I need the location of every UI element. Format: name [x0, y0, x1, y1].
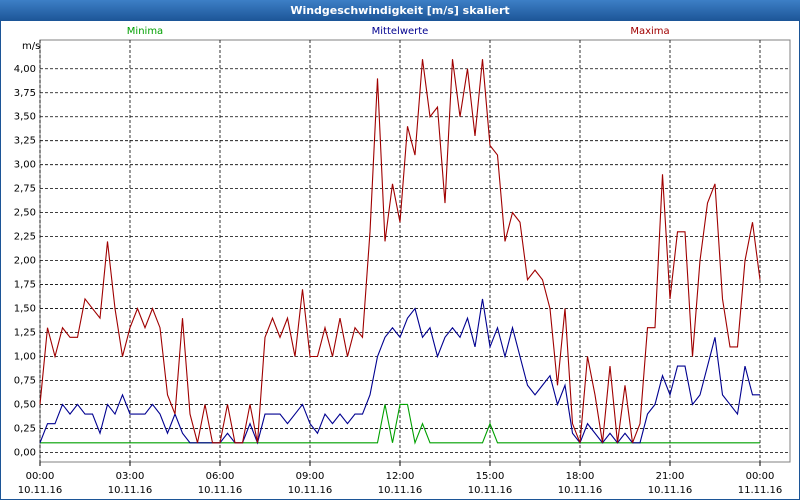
- y-tick-label: 0,25: [14, 423, 36, 434]
- y-tick-label: 2,25: [14, 232, 36, 243]
- y-tick-label: 2,00: [14, 256, 36, 267]
- y-tick-label: 1,25: [14, 328, 36, 339]
- y-tick-label: 0,00: [14, 447, 36, 458]
- x-tick-label: 12:00 10.11.16: [378, 471, 423, 496]
- plot: [39, 59, 761, 445]
- x-tick-label: 21:00 10.11.16: [648, 471, 693, 496]
- x-tick-label: 00:00 10.11.16: [18, 471, 63, 496]
- y-tick-label: 3,25: [14, 136, 36, 147]
- series-line: [39, 59, 761, 444]
- grid: [39, 39, 791, 466]
- x-tick-label: 03:00 10.11.16: [108, 471, 153, 496]
- legend-entry: Minima: [127, 26, 163, 37]
- legend-entry: Maxima: [630, 26, 669, 37]
- x-tick-label: 18:00 10.11.16: [558, 471, 603, 496]
- plot-area: [39, 39, 791, 463]
- y-tick-label: 4,00: [14, 64, 36, 75]
- x-tick-label: 09:00 10.11.16: [288, 471, 333, 496]
- y-tick-label: 1,00: [14, 352, 36, 363]
- y-tick-label: 1,75: [14, 280, 36, 291]
- chart-title: Windgeschwindigkeit [m/s] skaliert: [290, 4, 509, 17]
- x-tick-label: 15:00 10.11.16: [468, 471, 513, 496]
- y-tick-label: 0,75: [14, 375, 36, 386]
- x-tick-label: 00:00 11.11.16: [738, 471, 783, 496]
- y-axis-label: m/s: [22, 41, 40, 52]
- y-tick-label: 2,50: [14, 208, 36, 219]
- y-tick-label: 1,50: [14, 304, 36, 315]
- legend-entry: Mittelwerte: [372, 26, 429, 37]
- y-tick-label: 3,00: [14, 160, 36, 171]
- title-bar: [0, 0, 800, 21]
- x-tick-label: 06:00 10.11.16: [198, 471, 243, 496]
- y-tick-label: 3,50: [14, 112, 36, 123]
- y-tick-label: 2,75: [14, 184, 36, 195]
- y-tick-label: 3,75: [14, 88, 36, 99]
- y-tick-label: 0,50: [14, 399, 36, 410]
- series-line: [39, 298, 760, 445]
